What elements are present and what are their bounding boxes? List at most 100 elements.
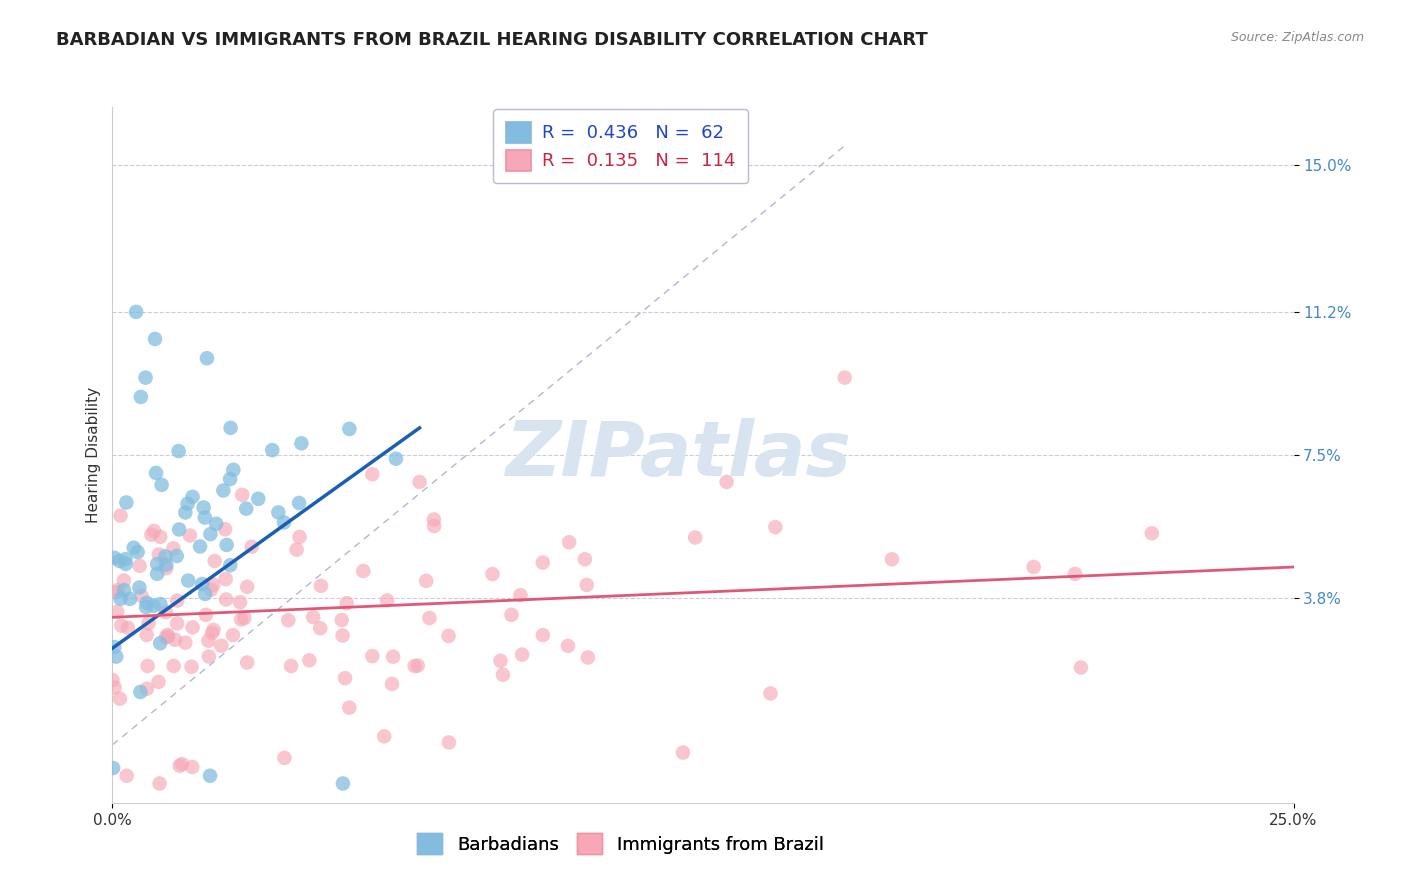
Point xyxy=(198,649,221,664)
Point xyxy=(361,649,384,664)
Point xyxy=(103,550,125,565)
Point xyxy=(415,574,437,588)
Point xyxy=(148,776,170,790)
Point xyxy=(1022,560,1045,574)
Point xyxy=(288,496,311,510)
Point xyxy=(204,554,226,568)
Point xyxy=(219,421,242,435)
Point xyxy=(142,599,165,613)
Point xyxy=(135,600,157,615)
Point xyxy=(169,758,191,772)
Point xyxy=(181,490,204,504)
Point xyxy=(193,500,215,515)
Point xyxy=(247,491,270,506)
Point xyxy=(382,649,405,664)
Point xyxy=(117,621,139,635)
Point xyxy=(576,650,599,665)
Point xyxy=(110,508,132,523)
Point xyxy=(214,522,236,536)
Point xyxy=(202,623,225,637)
Point xyxy=(181,760,204,774)
Point xyxy=(149,636,172,650)
Point xyxy=(236,656,259,670)
Point xyxy=(115,769,138,783)
Point xyxy=(298,653,321,667)
Legend: Barbadians, Immigrants from Brazil: Barbadians, Immigrants from Brazil xyxy=(408,824,832,863)
Point xyxy=(127,545,149,559)
Point xyxy=(108,691,131,706)
Point xyxy=(219,558,242,573)
Point xyxy=(716,475,738,489)
Point xyxy=(233,611,256,625)
Point xyxy=(177,574,200,588)
Point xyxy=(267,505,290,519)
Point xyxy=(437,629,460,643)
Point xyxy=(138,616,160,631)
Point xyxy=(375,593,398,607)
Point xyxy=(205,516,228,531)
Point xyxy=(235,501,257,516)
Point xyxy=(156,628,179,642)
Point xyxy=(231,488,253,502)
Point xyxy=(157,630,180,644)
Point xyxy=(135,596,157,610)
Point xyxy=(166,593,188,607)
Point xyxy=(129,390,152,404)
Point xyxy=(105,605,128,619)
Point xyxy=(288,530,311,544)
Point xyxy=(240,540,263,554)
Point xyxy=(155,605,177,619)
Point xyxy=(136,659,159,673)
Point xyxy=(381,677,404,691)
Point xyxy=(418,611,440,625)
Point xyxy=(129,685,152,699)
Point xyxy=(179,528,201,542)
Point xyxy=(437,735,460,749)
Point xyxy=(333,671,356,685)
Point xyxy=(236,580,259,594)
Point xyxy=(166,616,188,631)
Point xyxy=(143,332,166,346)
Point xyxy=(222,628,245,642)
Point xyxy=(336,596,359,610)
Point xyxy=(180,659,202,673)
Point xyxy=(188,540,211,554)
Point xyxy=(501,607,523,622)
Point xyxy=(128,581,150,595)
Point xyxy=(103,640,125,654)
Point xyxy=(215,592,238,607)
Point xyxy=(337,700,360,714)
Point xyxy=(200,582,222,597)
Point xyxy=(198,769,221,783)
Point xyxy=(222,463,245,477)
Point xyxy=(150,478,173,492)
Point xyxy=(141,527,163,541)
Point xyxy=(135,681,157,696)
Point xyxy=(125,305,148,319)
Point xyxy=(191,577,214,591)
Point xyxy=(1064,566,1087,581)
Point xyxy=(531,556,554,570)
Point xyxy=(558,535,581,549)
Point xyxy=(683,531,706,545)
Point xyxy=(105,649,128,664)
Point xyxy=(201,626,224,640)
Point xyxy=(146,566,169,581)
Point xyxy=(1070,660,1092,674)
Point xyxy=(200,527,222,541)
Point xyxy=(115,495,138,509)
Point xyxy=(219,472,242,486)
Point xyxy=(285,542,308,557)
Point xyxy=(108,554,131,568)
Point xyxy=(672,746,695,760)
Point xyxy=(309,621,332,635)
Point xyxy=(167,523,190,537)
Point xyxy=(112,574,135,588)
Point xyxy=(110,591,132,606)
Point xyxy=(423,519,446,533)
Point xyxy=(195,351,218,366)
Point xyxy=(404,659,426,673)
Point xyxy=(763,520,786,534)
Point xyxy=(162,659,184,673)
Point xyxy=(101,673,124,687)
